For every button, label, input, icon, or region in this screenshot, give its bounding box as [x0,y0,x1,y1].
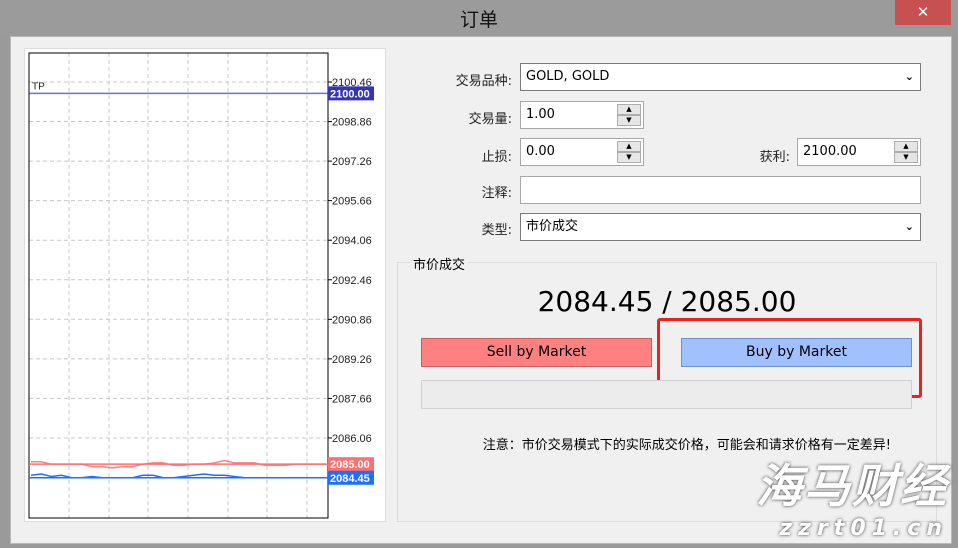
symbol-value: GOLD, GOLD [526,69,610,84]
ask-price-tag [328,457,374,472]
bid-price-label: 2084.45 [330,473,370,485]
spin-up-icon[interactable]: ▲ [617,141,641,152]
chevron-down-icon: ⌄ [904,70,914,83]
symbol-select[interactable]: GOLD, GOLD ⌄ [520,63,921,91]
chart-panel [24,48,386,522]
title-bar: 订单 ✕ [0,0,958,36]
market-groupbox [397,262,937,522]
y-tick-label: 2092.46 [332,275,372,287]
comment-label: 注释: [481,186,512,201]
tp-value: 2100.00 [803,144,857,159]
spin-down-icon[interactable]: ▼ [617,152,641,163]
buy-by-market-button[interactable]: Buy by Market [681,338,912,367]
watermark-text: 海马财经 [756,459,948,513]
volume-value: 1.00 [526,107,555,122]
symbol-label: 交易品种: [455,74,512,89]
volume-label: 交易量: [468,112,512,127]
y-tick-label: 2094.06 [332,235,372,247]
volume-stepper[interactable]: 1.00 ▲ ▼ [520,101,644,129]
tp-price-label: 2100.00 [330,88,370,100]
tp-label: 获利: [759,150,790,165]
window-title: 订单 [459,9,498,31]
price-note: 注意：市价交易模式下的实际成交价格，可能会和请求价格有一定差异! [482,438,891,453]
take-profit-stepper[interactable]: 2100.00 ▲ ▼ [797,138,921,166]
chart-frame [28,52,329,519]
tp-label: TP [32,81,45,92]
close-icon: ✕ [916,3,930,21]
spin-down-icon[interactable]: ▼ [617,115,641,126]
bid-ask-price: 2084.45 / 2085.00 [537,285,797,318]
close-button[interactable]: ✕ [895,0,951,25]
y-tick-label: 2090.86 [332,314,372,326]
sl-value: 0.00 [526,144,555,159]
watermark-logo: 海马财经 zzrt01.cn [756,450,948,541]
type-label: 类型: [481,223,512,238]
y-tick-label: 2087.66 [332,393,372,405]
progress-bar [421,380,912,409]
spin-up-icon[interactable]: ▲ [617,104,641,115]
ask-price-label: 2085.00 [330,459,370,471]
y-tick-label: 2100.46 [332,77,372,89]
y-tick-label: 2089.26 [332,354,372,366]
type-value: 市价成交 [526,219,579,234]
y-tick-label: 2098.86 [332,117,372,129]
order-type-select[interactable]: 市价成交 ⌄ [520,213,921,241]
comment-input[interactable] [520,176,921,204]
watermark-url: zzrt01.cn [779,516,948,541]
stop-loss-stepper[interactable]: 0.00 ▲ ▼ [520,138,644,166]
y-tick-label: 2095.66 [332,196,372,208]
sell-by-market-button[interactable]: Sell by Market [421,338,652,367]
chevron-down-icon: ⌄ [904,220,914,233]
tp-price-tag [328,86,374,101]
spin-up-icon[interactable]: ▲ [894,141,918,152]
price-chart: 2100.46 2098.86 2097.26 2095.66 2094.06 2092.… [28,52,374,519]
y-tick-label: 2086.06 [332,433,372,445]
y-tick-label: 2097.26 [332,156,372,168]
group-label: 市价成交 [410,254,469,273]
sl-label: 止损: [481,150,512,165]
bid-price-tag [328,470,374,485]
spin-down-icon[interactable]: ▼ [894,152,918,163]
